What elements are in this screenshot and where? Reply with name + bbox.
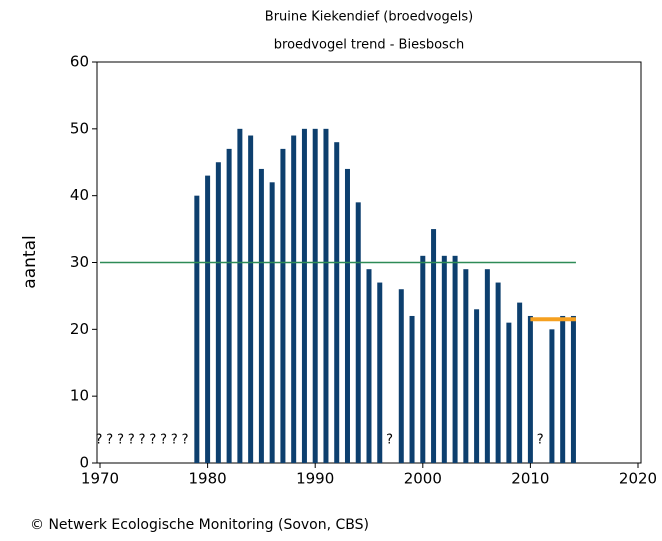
bar	[205, 175, 211, 463]
bar	[237, 128, 243, 464]
y-tick-label: 10	[70, 387, 89, 405]
chart-subtitle: broedvogel trend - Biesbosch	[274, 38, 464, 53]
unknown-marker: ?	[96, 433, 103, 448]
bar	[570, 315, 576, 463]
unknown-marker: ?	[106, 433, 113, 448]
x-tick-label: 1980	[189, 470, 227, 488]
y-tick-label: 30	[70, 253, 89, 271]
unknown-marker: ?	[149, 433, 156, 448]
bar	[323, 128, 329, 464]
chart-title: Bruine Kiekendief (broedvogels)	[265, 10, 473, 25]
bar	[474, 309, 480, 463]
bar	[377, 282, 383, 463]
bar	[226, 148, 232, 463]
bar	[463, 269, 469, 463]
bar	[398, 289, 404, 463]
bar	[527, 315, 533, 463]
bar	[517, 302, 523, 463]
bar	[291, 135, 297, 463]
bar	[344, 168, 350, 463]
unknown-marker: ?	[139, 433, 146, 448]
y-tick-label: 60	[70, 53, 89, 71]
bar	[560, 315, 566, 463]
bar	[366, 269, 372, 463]
x-tick-label: 2020	[619, 470, 657, 488]
bar	[258, 168, 264, 463]
bar	[269, 182, 275, 464]
x-tick-label: 1990	[296, 470, 334, 488]
x-tick-label: 2000	[404, 470, 442, 488]
bar	[452, 255, 458, 463]
x-tick-label: 1970	[81, 470, 119, 488]
unknown-marker: ?	[537, 433, 544, 448]
unknown-marker: ?	[128, 433, 135, 448]
bar	[495, 282, 501, 463]
bar	[334, 142, 340, 463]
y-tick-label: 40	[70, 186, 89, 204]
unknown-marker: ?	[386, 433, 393, 448]
y-tick-label: 20	[70, 320, 89, 338]
y-tick-label: 50	[70, 119, 89, 137]
bar	[301, 128, 307, 464]
x-tick-label: 2010	[511, 470, 549, 488]
unknown-marker: ?	[171, 433, 178, 448]
bar	[248, 135, 254, 463]
source: © Netwerk Ecologische Monitoring (Sovon,…	[30, 517, 369, 533]
bar	[549, 329, 555, 463]
y-tick-label: 0	[79, 454, 89, 472]
unknown-marker: ?	[117, 433, 124, 448]
bar	[409, 315, 415, 463]
bar	[280, 148, 286, 463]
bar	[355, 202, 361, 463]
unknown-marker: ?	[160, 433, 167, 448]
bar	[484, 269, 490, 463]
bar	[506, 322, 512, 463]
bar	[420, 255, 426, 463]
bar	[441, 255, 447, 463]
unknown-marker: ?	[182, 433, 189, 448]
bar	[194, 195, 200, 463]
bar	[215, 162, 221, 463]
y-axis-label: aantal	[20, 235, 40, 288]
bar	[431, 229, 437, 463]
bar	[312, 128, 318, 464]
